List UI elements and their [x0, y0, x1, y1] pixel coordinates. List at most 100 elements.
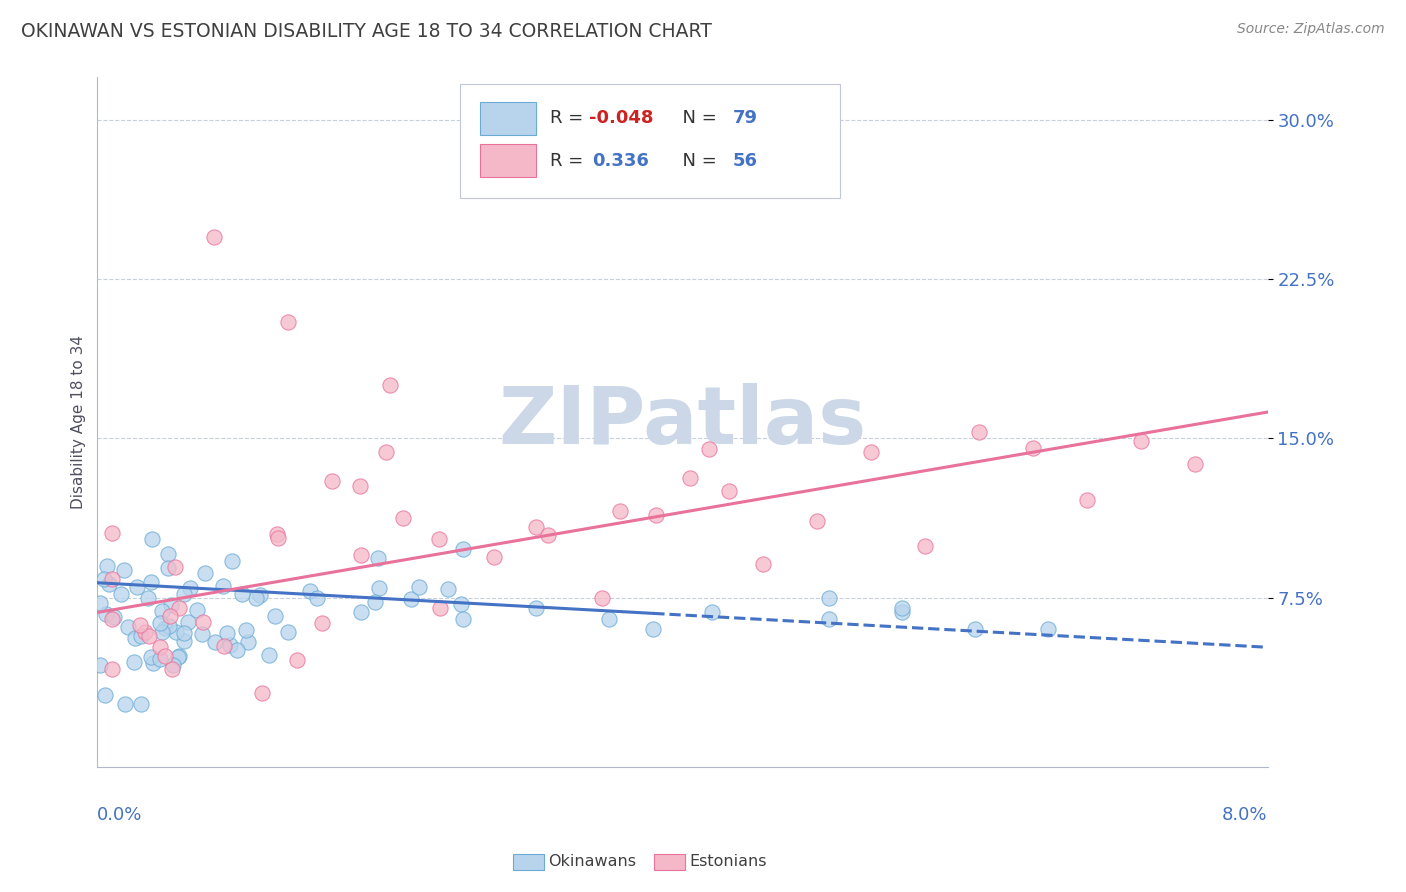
Point [806, 514, 828, 528]
Point [101, 526, 124, 541]
Point [94, 607, 117, 621]
Point [173, 633, 195, 648]
Point [1038, 623, 1060, 637]
Point [211, 579, 233, 593]
Point [890, 601, 912, 615]
Point [153, 621, 176, 635]
Point [167, 601, 190, 615]
Text: OKINAWAN VS ESTONIAN DISABILITY AGE 18 TO 34 CORRELATION CHART: OKINAWAN VS ESTONIAN DISABILITY AGE 18 T… [21, 22, 711, 41]
Point [173, 587, 195, 601]
Point [350, 606, 373, 620]
Point [285, 653, 308, 667]
Point [408, 580, 430, 594]
Point [124, 631, 146, 645]
Point [451, 612, 474, 626]
Text: -0.048: -0.048 [589, 109, 654, 128]
Point [644, 508, 666, 523]
Point [367, 550, 389, 565]
Text: Estonians: Estonians [689, 855, 766, 869]
Point [194, 566, 217, 580]
Point [391, 510, 413, 524]
Point [167, 648, 190, 663]
Point [152, 625, 174, 640]
Point [643, 623, 665, 637]
Text: 79: 79 [733, 109, 758, 128]
Point [160, 598, 183, 612]
Point [311, 616, 333, 631]
Point [598, 612, 620, 626]
Point [375, 445, 398, 459]
Point [110, 587, 132, 601]
Point [482, 550, 505, 565]
Point [89, 596, 111, 610]
Point [141, 532, 163, 546]
Text: 0.0%: 0.0% [97, 805, 143, 823]
Point [699, 442, 721, 456]
Point [89, 657, 111, 672]
Point [1076, 492, 1098, 507]
Point [1129, 434, 1152, 449]
Point [231, 587, 253, 601]
Point [221, 553, 243, 567]
Point [159, 609, 181, 624]
Point [167, 649, 190, 664]
Point [149, 652, 172, 666]
Point [437, 582, 460, 597]
Point [117, 620, 139, 634]
Point [591, 591, 613, 605]
Text: 0.336: 0.336 [592, 152, 650, 170]
Point [186, 603, 208, 617]
Point [136, 591, 159, 605]
Text: Okinawans: Okinawans [548, 855, 637, 869]
Text: N =: N = [671, 109, 723, 128]
Point [817, 591, 839, 605]
Text: Source: ZipAtlas.com: Source: ZipAtlas.com [1237, 22, 1385, 37]
Point [150, 604, 173, 618]
Point [524, 601, 547, 615]
Point [249, 588, 271, 602]
Point [679, 471, 702, 485]
Point [153, 648, 176, 663]
Point [537, 528, 560, 542]
Text: ZIPatlas: ZIPatlas [498, 384, 866, 461]
Point [101, 572, 124, 586]
Point [149, 615, 172, 630]
Point [321, 474, 343, 488]
Point [101, 612, 124, 626]
Point [97, 576, 120, 591]
Point [700, 606, 723, 620]
Point [148, 640, 170, 655]
Point [162, 658, 184, 673]
Point [399, 591, 422, 606]
Point [250, 686, 273, 700]
Point [349, 479, 371, 493]
Point [103, 610, 125, 624]
Point [139, 575, 162, 590]
Point [114, 697, 136, 711]
Point [236, 634, 259, 648]
Point [131, 697, 153, 711]
Point [156, 547, 179, 561]
Point [245, 591, 267, 605]
Point [276, 315, 298, 329]
Point [214, 639, 236, 653]
Point [141, 650, 163, 665]
Point [215, 626, 238, 640]
Text: R =: R = [550, 152, 595, 170]
Point [717, 484, 740, 499]
Point [914, 539, 936, 553]
Text: N =: N = [671, 152, 723, 170]
Point [96, 558, 118, 573]
Text: R =: R = [550, 109, 589, 128]
Point [173, 625, 195, 640]
Point [752, 557, 775, 571]
Point [165, 624, 187, 639]
Point [193, 615, 215, 629]
Point [93, 573, 115, 587]
Point [860, 444, 883, 458]
Point [429, 601, 451, 615]
Point [263, 609, 285, 624]
Point [451, 541, 474, 556]
Point [127, 580, 149, 594]
Point [257, 648, 280, 662]
